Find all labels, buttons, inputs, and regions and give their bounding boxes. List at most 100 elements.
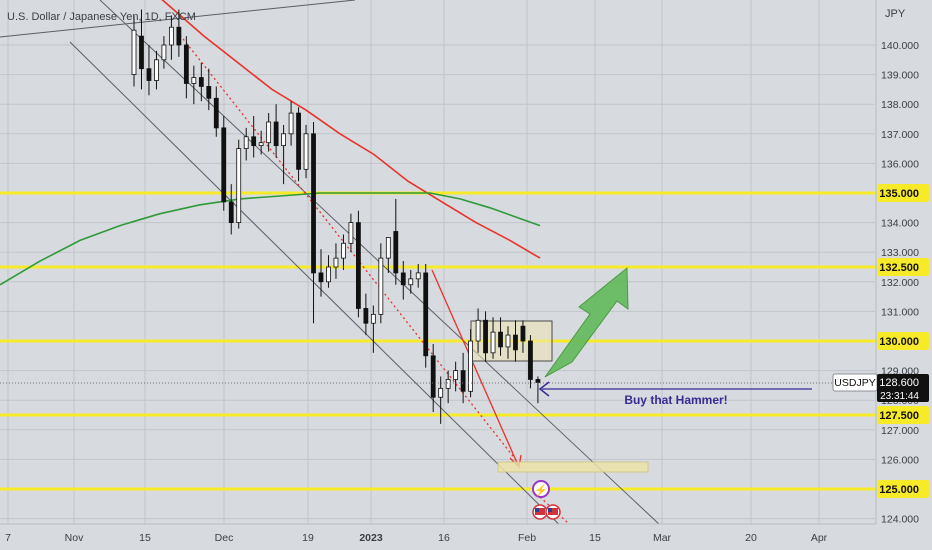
candle[interactable] xyxy=(453,361,459,392)
candle[interactable] xyxy=(385,236,391,273)
candle-body xyxy=(385,236,391,259)
candle[interactable] xyxy=(408,269,414,294)
candle[interactable] xyxy=(520,320,526,353)
candle-body xyxy=(393,231,399,274)
candle[interactable] xyxy=(423,264,429,368)
candle-body xyxy=(139,35,144,70)
candle[interactable] xyxy=(363,293,369,336)
target-zone[interactable] xyxy=(497,461,649,473)
candle[interactable] xyxy=(318,249,324,297)
candle-body xyxy=(221,127,227,203)
flag-event-marker[interactable] xyxy=(532,504,548,520)
candle[interactable] xyxy=(213,86,219,137)
candles[interactable] xyxy=(131,9,541,424)
candle[interactable] xyxy=(251,116,257,158)
candle-body xyxy=(453,370,459,380)
symbol-badge-label: USDJPY xyxy=(834,377,875,389)
candle[interactable] xyxy=(505,326,511,359)
candle[interactable] xyxy=(445,370,451,404)
candle-body xyxy=(520,325,526,342)
candle-body xyxy=(281,133,287,147)
candle-body xyxy=(378,257,384,315)
horizontal-levels[interactable] xyxy=(0,191,875,491)
candle[interactable] xyxy=(430,343,436,413)
candle[interactable] xyxy=(266,113,272,152)
date-tick-label: 2023 xyxy=(359,532,383,544)
drop-projection-line[interactable] xyxy=(431,269,519,466)
candle[interactable] xyxy=(296,107,301,182)
date-tick-label: 16 xyxy=(438,532,450,544)
candle-body xyxy=(475,319,481,342)
us-flag-icon xyxy=(548,508,558,515)
candle[interactable] xyxy=(206,68,212,111)
candle-body xyxy=(206,86,212,99)
candle[interactable] xyxy=(415,264,421,288)
candle-body xyxy=(176,26,182,46)
lightning-event-marker[interactable]: ⚡ xyxy=(532,480,550,498)
candle[interactable] xyxy=(154,50,159,90)
candle[interactable] xyxy=(311,121,316,324)
candle[interactable] xyxy=(483,311,488,362)
candle[interactable] xyxy=(198,62,204,102)
candle-body xyxy=(213,97,219,129)
candle[interactable] xyxy=(288,101,294,146)
candle[interactable] xyxy=(228,184,234,235)
candle[interactable] xyxy=(468,329,474,398)
candle-body xyxy=(498,331,503,348)
level-price-label: 132.500 xyxy=(879,262,919,274)
candle[interactable] xyxy=(348,213,354,253)
candle[interactable] xyxy=(460,352,466,404)
candle[interactable] xyxy=(370,305,376,353)
candle[interactable] xyxy=(191,65,197,105)
candle[interactable] xyxy=(273,104,279,158)
candle[interactable] xyxy=(258,130,264,155)
candle[interactable] xyxy=(355,210,361,318)
candle[interactable] xyxy=(131,15,137,87)
candle[interactable] xyxy=(236,139,242,229)
candle[interactable] xyxy=(528,335,533,389)
candle[interactable] xyxy=(139,9,144,90)
flag-event-marker-2[interactable] xyxy=(545,504,561,520)
candle[interactable] xyxy=(176,9,182,57)
price-badges: 135.000 132.500 130.000 127.500 125.000 USDJP… xyxy=(832,184,929,498)
date-axis[interactable]: 7 Nov 15 Dec 19 2023 16 Feb 15 Mar 20 Apr xyxy=(0,523,932,550)
candle-body xyxy=(296,112,301,170)
bullish-arrow[interactable] xyxy=(544,266,629,378)
note-pointer-arrow xyxy=(538,381,550,397)
candle[interactable] xyxy=(513,320,518,362)
price-tick-label: 140.000 xyxy=(881,40,919,52)
candle[interactable] xyxy=(161,36,167,69)
candle-body xyxy=(146,68,152,81)
candle[interactable] xyxy=(341,234,346,270)
candle-body xyxy=(326,266,331,283)
candle[interactable] xyxy=(183,36,189,99)
candle[interactable] xyxy=(438,376,444,424)
top-trend-line[interactable] xyxy=(0,0,356,38)
candle[interactable] xyxy=(326,255,331,288)
candle[interactable] xyxy=(498,317,503,356)
candle[interactable] xyxy=(378,243,384,324)
candle[interactable] xyxy=(303,124,309,179)
candle[interactable] xyxy=(393,198,399,285)
candle[interactable] xyxy=(535,376,541,404)
chart-annotations[interactable]: Buy that Hammer! ⚡ xyxy=(0,266,838,520)
candle-body xyxy=(415,272,421,280)
price-tick-label: 132.000 xyxy=(881,277,919,289)
candle[interactable] xyxy=(243,127,249,161)
candle[interactable] xyxy=(221,116,227,211)
date-tick-label: 19 xyxy=(302,532,314,544)
note-label[interactable]: Buy that Hammer! xyxy=(624,393,727,407)
candle[interactable] xyxy=(400,261,406,300)
candle[interactable] xyxy=(333,243,339,279)
candle[interactable] xyxy=(475,308,481,353)
candle[interactable] xyxy=(281,124,287,185)
price-tick-label: 131.000 xyxy=(881,306,919,318)
candle[interactable] xyxy=(146,45,152,96)
candle[interactable] xyxy=(490,317,496,359)
candle[interactable] xyxy=(168,15,174,60)
candle-body xyxy=(258,142,264,147)
candle-body xyxy=(183,44,189,84)
consolidation-box[interactable] xyxy=(470,320,553,362)
current-price-badge xyxy=(877,374,929,402)
